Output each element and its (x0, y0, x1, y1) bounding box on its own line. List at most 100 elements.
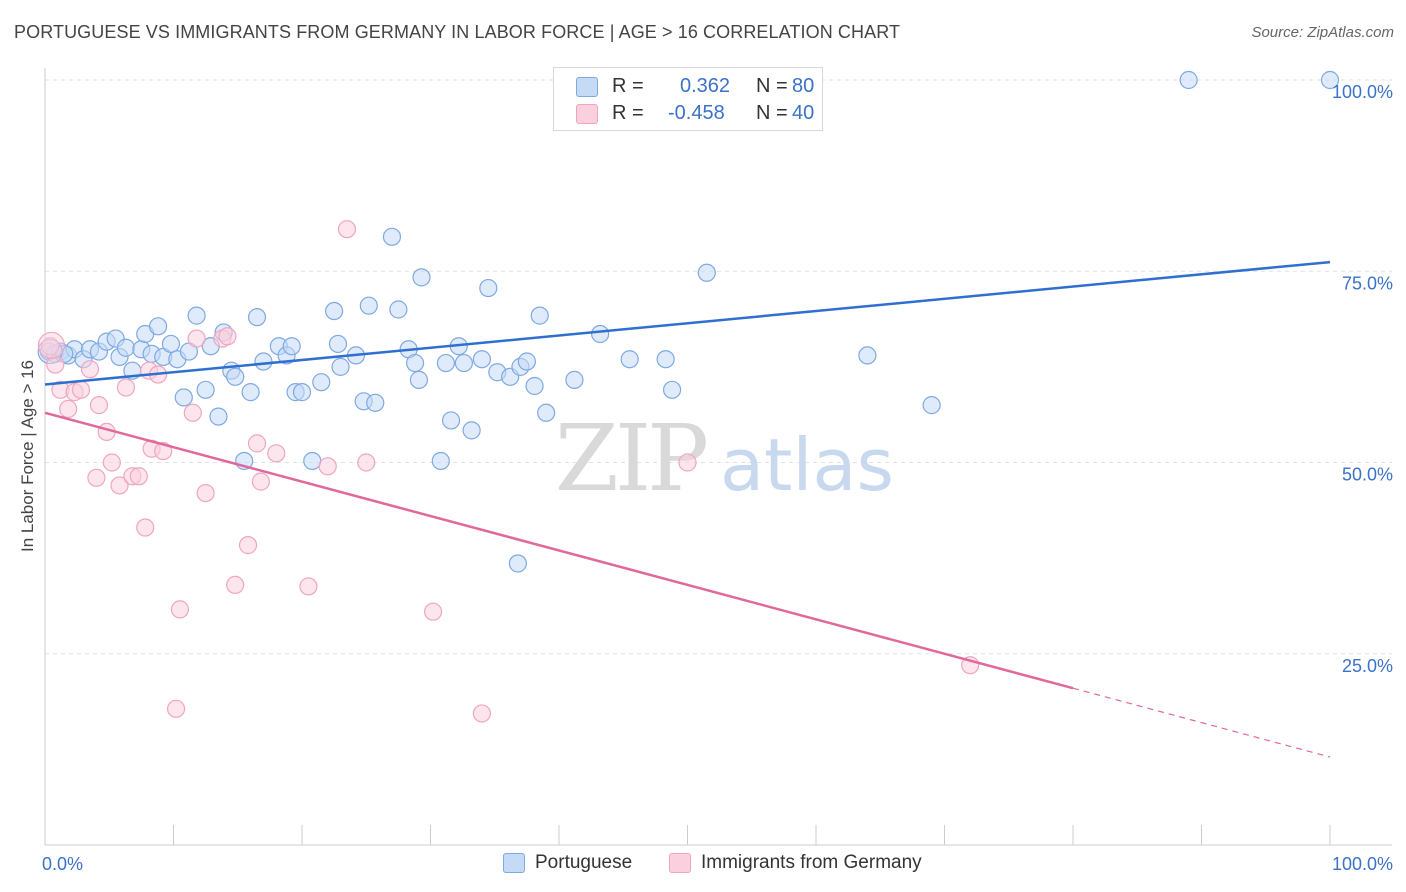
data-point (591, 324, 610, 344)
data-point (136, 518, 155, 537)
r-value: -0.458 (668, 102, 725, 124)
data-point (479, 278, 498, 298)
data-point (331, 357, 350, 376)
data-point (170, 600, 190, 619)
data-point (80, 360, 100, 379)
data-point (183, 403, 202, 422)
source-label: Source: ZipAtlas.com (1251, 24, 1394, 41)
r-value: 0.362 (680, 75, 731, 97)
data-point (218, 327, 237, 346)
data-point (431, 451, 450, 471)
data-point (423, 602, 443, 621)
data-point (656, 350, 675, 369)
data-point (366, 393, 385, 412)
trend-line-extension (1072, 687, 1331, 758)
data-point (254, 352, 273, 371)
data-point (59, 399, 78, 419)
data-point (292, 383, 312, 402)
data-point (454, 353, 474, 373)
n-value: 40 (792, 102, 815, 124)
data-point (525, 376, 544, 396)
legend-label: Immigrants from Germany (701, 852, 922, 873)
data-point (565, 370, 584, 389)
data-point (472, 350, 491, 369)
data-point (251, 472, 270, 491)
data-point (166, 699, 186, 718)
data-point (116, 378, 136, 397)
data-point (102, 453, 121, 472)
trend-line (44, 411, 1074, 690)
data-point (247, 308, 267, 327)
data-point (226, 367, 245, 386)
data-point (129, 467, 148, 486)
y-tick-label: 75.0% (1342, 273, 1393, 293)
trend-lines (44, 260, 1331, 758)
y-tick-label: 25.0% (1342, 656, 1393, 676)
data-point (678, 453, 697, 472)
data-point (303, 451, 322, 471)
data-point (110, 476, 129, 495)
data-point (537, 403, 556, 422)
series-portuguese-points (37, 70, 1340, 573)
data-point (389, 300, 408, 319)
data-point (405, 353, 425, 373)
tick-labels: 100.0% 75.0% 50.0% 25.0% 0.0% 100.0% (42, 82, 1393, 874)
n-label: N = (756, 75, 788, 97)
y-tick-label: 50.0% (1342, 465, 1393, 485)
data-point (187, 306, 206, 325)
r-label: R = (612, 75, 644, 97)
data-point (37, 331, 66, 360)
data-point (620, 350, 639, 369)
portuguese-swatch (503, 853, 525, 873)
y-tick-label: 100.0% (1332, 82, 1393, 102)
data-point (226, 575, 245, 595)
x-tick-label: 0.0% (42, 854, 83, 874)
data-point (89, 396, 109, 415)
n-label: N = (756, 102, 788, 124)
r-label: R = (612, 102, 644, 124)
data-point (196, 380, 215, 399)
grid-lines (45, 79, 1392, 655)
data-point (161, 334, 181, 354)
trend-line (44, 260, 1331, 386)
data-point (441, 411, 461, 430)
data-point (472, 704, 491, 723)
data-point (858, 346, 877, 365)
data-point (238, 536, 258, 555)
data-point (409, 370, 429, 389)
x-tick-label: 100.0% (1332, 854, 1393, 874)
data-point (247, 434, 267, 453)
series-legend: Portuguese Immigrants from Germany (0, 852, 1406, 876)
axes (44, 68, 1392, 846)
data-point (209, 407, 228, 426)
germany-swatch (576, 104, 598, 124)
data-point (282, 337, 301, 356)
legend-label: Portuguese (535, 852, 633, 873)
watermark-atlas: atlas (720, 423, 894, 507)
data-point (299, 577, 318, 596)
data-point (412, 268, 431, 287)
data-point (87, 468, 106, 487)
data-point (1320, 70, 1340, 90)
data-point (436, 353, 456, 373)
data-point (697, 263, 716, 282)
data-point (241, 383, 260, 402)
data-point (517, 352, 536, 371)
watermark: ZIP atlas (555, 405, 894, 512)
data-point (382, 227, 402, 246)
data-point (148, 317, 168, 336)
data-point (325, 301, 344, 321)
data-point (922, 396, 941, 415)
data-point (662, 380, 682, 399)
germany-swatch (669, 853, 691, 873)
data-point (312, 373, 331, 392)
data-point (41, 337, 60, 356)
data-point (337, 220, 357, 239)
data-point (357, 453, 376, 472)
data-point (46, 355, 65, 374)
data-point (196, 484, 215, 503)
n-value: 80 (792, 75, 815, 97)
data-point (174, 388, 193, 407)
series-germany-points (37, 220, 980, 723)
